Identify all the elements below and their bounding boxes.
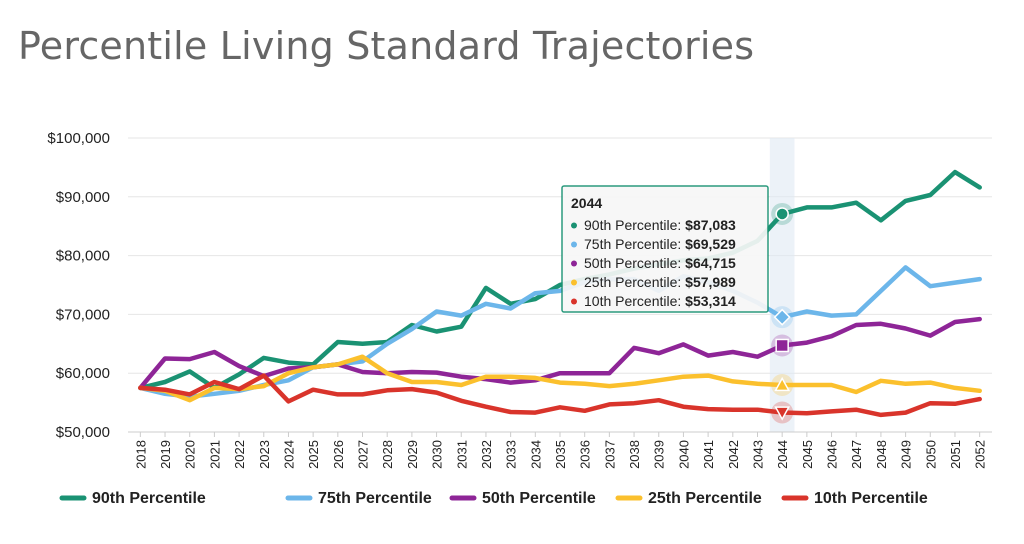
tooltip-row-value: $64,715 [685,255,736,271]
x-tick-label: 2045 [800,440,815,469]
tooltip-dot [571,279,577,286]
tooltip-row: 75th Percentile: $69,529 [584,236,736,252]
tooltip-row-value: $69,529 [685,236,736,252]
x-tick-label: 2038 [627,440,642,469]
x-tick-label: 2031 [454,440,469,469]
tooltip-row-label: 10th Percentile: [584,293,685,309]
x-tick-label: 2036 [578,440,593,469]
legend-item: 10th Percentile [814,490,928,507]
x-tick-label: 2018 [133,440,148,469]
legend-item: 75th Percentile [318,490,432,507]
x-tick-label: 2026 [331,440,346,469]
x-tick-label: 2019 [158,440,173,469]
series-line-10th [138,373,982,418]
tooltip-row-value: $87,083 [685,217,736,233]
tooltip-row-value: $57,989 [685,274,736,290]
y-tick-label: $80,000 [56,248,110,265]
legend-item: 90th Percentile [92,490,206,507]
chart-title: Percentile Living Standard Trajectories [18,24,755,68]
marker-triangle-down [774,406,791,421]
marker-circle [775,207,789,221]
tooltip-title: 2044 [571,195,602,211]
tooltip-row-label: 50th Percentile: [584,255,685,271]
tooltip-dot [571,298,577,305]
tooltip-box [561,185,769,313]
series-line-25th [138,354,982,403]
x-tick-label: 2024 [281,440,296,469]
y-tick-label: $60,000 [56,365,110,382]
y-tick-label: $50,000 [56,424,110,441]
tooltip-row-label: 25th Percentile: [584,274,685,290]
tooltip-row: 25th Percentile: $57,989 [584,274,736,290]
marker-triangle [774,376,791,392]
x-tick-label: 2034 [528,440,543,469]
x-tick-label: 2027 [356,440,371,469]
tooltip-row-label: 75th Percentile: [584,236,685,252]
highlight-markers [771,202,794,424]
x-tick-label: 2021 [207,440,222,469]
legend: 90th Percentile 75th Percentile 50th Perce… [59,490,928,507]
x-tick-label: 2033 [504,440,519,469]
x-tick-label: 2052 [973,440,988,469]
x-tick-label: 2030 [430,440,445,469]
x-tick-label: 2039 [652,440,667,469]
x-tick-label: 2040 [676,440,691,469]
tooltip-row: 10th Percentile: $53,314 [584,293,736,309]
x-tick-label: 2037 [602,440,617,469]
x-axis: 2018 2019 2020 2021 2022 2023 2024 2025 2026 2027… [128,431,992,469]
series-lines [138,169,982,418]
series-line-75th [138,265,982,399]
x-tick-label: 2047 [849,440,864,469]
x-tick-label: 2023 [257,440,272,469]
x-tick-label: 2044 [775,440,790,469]
legend-item: 50th Percentile [482,490,596,507]
y-tick-label: $100,000 [47,130,110,147]
tooltip-row: 90th Percentile: $87,083 [584,217,736,233]
marker-diamond [773,308,791,326]
x-tick-label: 2022 [232,440,247,469]
tooltip-row-value: $53,314 [685,293,736,309]
x-tick-label: 2035 [553,440,568,469]
marker-square [775,338,789,353]
tooltip-row: 50th Percentile: $64,715 [584,255,736,271]
tooltip-dot [571,241,577,248]
x-tick-label: 2020 [183,440,198,469]
x-tick-label: 2048 [874,440,889,469]
x-tick-label: 2028 [380,440,395,469]
x-tick-label: 2051 [948,440,963,469]
x-tick-label: 2029 [405,440,420,469]
y-tick-label: $90,000 [56,189,110,206]
x-tick-label: 2042 [726,440,741,469]
x-tick-label: 2043 [750,440,765,469]
y-tick-label: $70,000 [56,306,110,323]
x-tick-label: 2046 [825,440,840,469]
legend-item: 25th Percentile [648,490,762,507]
series-line-50th [138,316,982,391]
x-tick-label: 2050 [923,440,938,469]
tooltip-dot [571,222,577,229]
x-tick-label: 2041 [701,440,716,469]
y-axis: $50,000 $60,000 $70,000 $80,000 $90,000 $100,… [47,130,110,441]
x-tick-label: 2049 [899,440,914,469]
x-tick-label: 2032 [479,440,494,469]
tooltip-dot [571,260,577,267]
x-tick-label: 2025 [306,440,321,469]
series-line-90th [138,169,982,391]
tooltip-row-label: 90th Percentile: [584,217,685,233]
